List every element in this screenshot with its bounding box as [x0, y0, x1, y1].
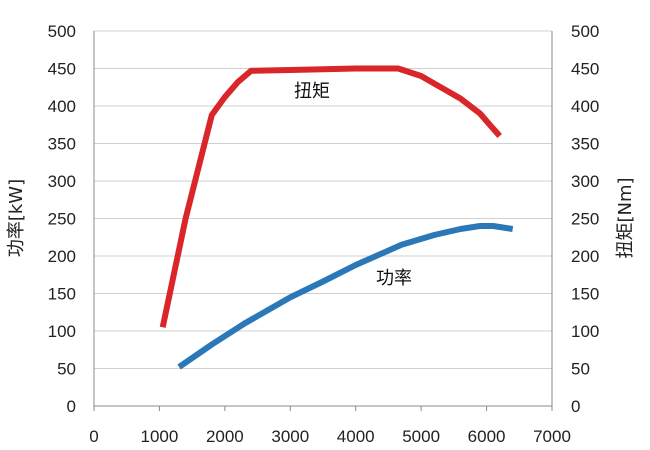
y-tick-label-right: 450: [571, 60, 599, 79]
y-tick-label-right: 50: [571, 360, 590, 379]
x-tick-label: 2000: [206, 427, 244, 446]
torque-line: [159, 65, 502, 328]
x-tick-labels: 0 1000 2000 3000 4000 5000 6000 7000: [89, 427, 571, 446]
power-line: [177, 223, 514, 370]
y-tick-label-left: 0: [67, 397, 76, 416]
y-tick-label-left: 250: [48, 210, 76, 229]
y-axis-title-right: 扭矩[Nm]: [615, 177, 636, 258]
x-tick-label: 7000: [533, 427, 571, 446]
series-label-power: 功率: [376, 268, 412, 289]
y-tick-label-right: 0: [571, 397, 580, 416]
y-tick-label-left: 300: [48, 172, 76, 191]
series-label-torque: 扭矩: [294, 81, 330, 102]
y-tick-label-left: 100: [48, 322, 76, 341]
y-tick-label-left: 350: [48, 135, 76, 154]
y-tick-label-left: 50: [57, 360, 76, 379]
y-tick-labels-right: 0 50 100 150 200 250 300 350 400 450 500: [571, 22, 599, 416]
y-tick-label-right: 200: [571, 247, 599, 266]
x-tick-label: 5000: [402, 427, 440, 446]
y-tick-label-right: 150: [571, 285, 599, 304]
x-tick-label: 3000: [271, 427, 309, 446]
y-tick-labels-left: 0 50 100 150 200 250 300 350 400 450 500: [48, 22, 76, 416]
y-tick-label-right: 100: [571, 322, 599, 341]
x-tick-label: 6000: [468, 427, 506, 446]
x-tick-label: 0: [89, 427, 98, 446]
axes: [93, 31, 553, 411]
y-tick-label-right: 250: [571, 210, 599, 229]
series: [159, 65, 514, 370]
y-axis-title-left: 功率[kW]: [6, 179, 27, 257]
y-tick-label-right: 400: [571, 97, 599, 116]
y-tick-label-left: 500: [48, 22, 76, 41]
x-tick-label: 4000: [337, 427, 375, 446]
x-tick-label: 1000: [141, 427, 179, 446]
y-tick-label-right: 300: [571, 172, 599, 191]
y-tick-label-left: 450: [48, 60, 76, 79]
y-tick-label-left: 150: [48, 285, 76, 304]
y-tick-label-left: 400: [48, 97, 76, 116]
y-tick-label-left: 200: [48, 247, 76, 266]
y-tick-label-right: 500: [571, 22, 599, 41]
y-tick-label-right: 350: [571, 135, 599, 154]
